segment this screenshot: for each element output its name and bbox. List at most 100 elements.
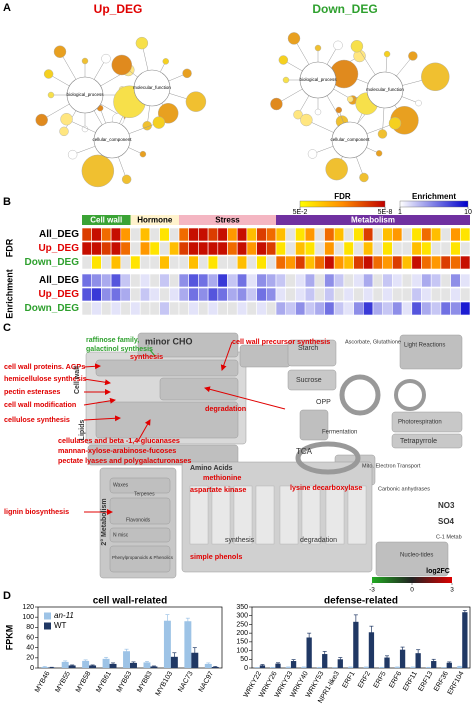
legend-gradient xyxy=(399,200,469,208)
amino-acid-column xyxy=(189,485,209,545)
pathway-label: aspartate kinase xyxy=(190,485,246,494)
heat-cell xyxy=(324,227,335,242)
heat-cell xyxy=(188,273,199,288)
heat-cell xyxy=(324,287,335,302)
error-bar xyxy=(338,657,343,662)
x-tick-label: ERF2 xyxy=(357,670,372,689)
panel-letter: D xyxy=(3,590,11,602)
heat-cell xyxy=(275,273,286,288)
heat-cell xyxy=(159,273,170,288)
heat-cell xyxy=(130,287,141,302)
heat-cell xyxy=(159,255,170,270)
heat-cell xyxy=(392,241,403,256)
bar xyxy=(431,661,437,668)
legend-tick-label: 5E-8 xyxy=(378,209,393,216)
pathway-label: simple phenols xyxy=(190,552,242,561)
heat-cell xyxy=(217,241,228,256)
category-bar xyxy=(130,215,179,225)
network-node xyxy=(53,45,67,58)
heat-cell xyxy=(81,241,92,256)
pathway-label: Cell wall xyxy=(74,366,81,394)
heat-cell xyxy=(188,227,199,242)
bar xyxy=(61,661,69,668)
network-hub xyxy=(93,121,131,159)
heat-cell xyxy=(120,241,131,256)
error-bar xyxy=(369,625,374,639)
bar xyxy=(337,659,343,668)
heat-cell xyxy=(421,241,432,256)
error-bar xyxy=(276,662,281,665)
pathway-label: Sucrose xyxy=(296,377,322,384)
heat-cell xyxy=(227,301,238,316)
pathway-label: cellulases and beta -1,4-glucanases xyxy=(58,436,180,445)
hub-label: cellular_component xyxy=(92,137,132,142)
legend-tick-label: 5E-2 xyxy=(293,209,308,216)
network-node xyxy=(421,62,450,92)
pathway-label: Starch xyxy=(298,345,318,352)
category-label: Hormone xyxy=(137,216,173,225)
pointer-arrow xyxy=(83,415,121,422)
heat-cell xyxy=(392,287,403,302)
heat-cell xyxy=(246,287,257,302)
chart-title: defense-related xyxy=(324,596,398,607)
network-node xyxy=(377,129,388,139)
row-label: Down_DEG xyxy=(25,303,80,314)
bar xyxy=(384,657,390,668)
error-bar xyxy=(151,665,156,667)
y-tick-label: 120 xyxy=(22,604,34,611)
heat-cell xyxy=(101,227,112,242)
y-tick-label: 200 xyxy=(236,630,248,637)
bar xyxy=(211,666,219,668)
x-tick-label: ERF11 xyxy=(402,670,419,692)
bar xyxy=(82,660,90,668)
y-tick-label: 100 xyxy=(22,614,34,621)
pathway-box xyxy=(109,477,171,494)
network-node xyxy=(282,76,290,84)
bar xyxy=(368,632,375,668)
heat-cell xyxy=(362,301,374,316)
heat-cell xyxy=(110,241,122,256)
network-node xyxy=(139,150,147,158)
heat-cell xyxy=(198,227,209,242)
legend-swatch xyxy=(44,622,51,630)
heat-cell xyxy=(91,301,102,316)
heat-cell xyxy=(314,301,325,316)
category-label: Metabolism xyxy=(351,216,395,225)
heat-cell xyxy=(188,301,199,316)
y-tick-label: 0 xyxy=(244,665,248,672)
heat-cell xyxy=(411,255,422,270)
pathway-box xyxy=(287,339,337,367)
heat-cell xyxy=(333,241,345,256)
legend-label: an-11 xyxy=(54,611,74,620)
network-hub xyxy=(299,61,337,99)
heat-cell xyxy=(139,301,151,316)
network-node xyxy=(67,149,78,160)
network-node xyxy=(325,157,348,181)
network-node xyxy=(307,149,318,159)
legend-gradient xyxy=(299,200,386,208)
heat-cell xyxy=(430,287,442,302)
pathway-label: galactinol synthesis xyxy=(86,346,153,353)
error-bar xyxy=(400,646,405,653)
heat-cell xyxy=(304,273,316,288)
heat-cell xyxy=(246,273,257,288)
pathway-label: SO4 xyxy=(438,517,455,526)
network-node xyxy=(43,69,54,79)
error-bar xyxy=(124,648,129,654)
network-node xyxy=(415,99,422,107)
network-hub xyxy=(366,71,404,109)
category-label: Stress xyxy=(215,216,240,225)
hub-label: biological_process xyxy=(299,77,337,82)
heat-cell xyxy=(91,227,102,242)
error-bar xyxy=(260,664,265,667)
opp-cycle xyxy=(339,374,381,416)
bar xyxy=(259,665,266,668)
network-node xyxy=(333,40,343,51)
chart-title: cell wall-related xyxy=(93,596,167,607)
pathway-label: Nucleo-tides xyxy=(400,553,433,559)
heat-cell xyxy=(333,287,345,302)
heat-cell xyxy=(295,301,306,316)
pathway-label: Fermentation xyxy=(322,430,357,436)
pathway-label: N misc xyxy=(113,532,129,538)
pathway-label: synthesis xyxy=(130,352,163,361)
